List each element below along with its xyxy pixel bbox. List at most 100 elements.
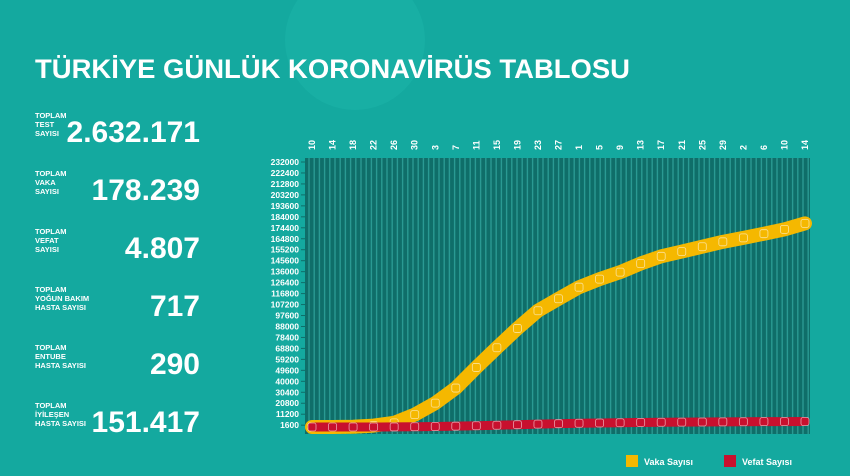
- point: [636, 259, 646, 268]
- legend-label: Vaka Sayısı: [644, 457, 693, 467]
- stat-label: TOPLAM: [35, 343, 67, 352]
- point: [369, 422, 379, 432]
- point: [451, 421, 461, 431]
- stat-label: İYİLEŞEN: [35, 410, 69, 419]
- y-tick-label: 11200: [276, 409, 299, 419]
- x-tick-label: 23: [533, 140, 543, 150]
- x-tick-label: 25: [697, 140, 707, 150]
- x-tick-label: 22: [369, 140, 379, 150]
- stat-label: HASTA SAYISI: [35, 303, 86, 312]
- point: [328, 422, 337, 432]
- point: [615, 418, 625, 428]
- y-tick-label: 20800: [275, 398, 299, 408]
- point: [430, 422, 440, 431]
- stat-label: TOPLAM: [35, 227, 67, 236]
- y-tick-label: 107200: [271, 300, 300, 310]
- legend-swatch: [724, 455, 736, 467]
- point: [471, 363, 481, 372]
- point: [513, 420, 522, 430]
- x-tick-label: 6: [759, 145, 769, 150]
- y-tick-label: 30400: [275, 387, 299, 397]
- point: [492, 343, 502, 353]
- y-tick-label: 193600: [271, 201, 300, 211]
- point: [697, 242, 707, 252]
- point: [615, 267, 625, 277]
- legend-label: Vefat Sayısı: [742, 457, 792, 467]
- y-tick-label: 212800: [271, 179, 300, 189]
- point: [430, 398, 440, 408]
- y-tick-label: 222400: [271, 168, 300, 178]
- point: [677, 247, 687, 257]
- stat-label: ENTUBE: [35, 352, 66, 361]
- point: [533, 419, 543, 429]
- x-tick-label: 11: [471, 140, 481, 150]
- x-tick-label: 27: [554, 140, 564, 150]
- x-tick-label: 10: [307, 140, 317, 150]
- point: [348, 422, 358, 432]
- stat-label: TOPLAM: [35, 285, 67, 294]
- stat-label: YOĞUN BAKIM: [35, 294, 89, 303]
- y-tick-label: 68800: [275, 343, 299, 353]
- point: [636, 418, 646, 427]
- point: [595, 418, 604, 428]
- x-tick-label: 13: [636, 140, 646, 150]
- y-tick-label: 1600: [280, 420, 299, 430]
- y-tick-label: 164800: [271, 234, 300, 244]
- point: [656, 417, 666, 427]
- point: [513, 324, 522, 333]
- x-tick-label: 19: [512, 140, 522, 150]
- stat-label: TOPLAM: [35, 169, 67, 178]
- legend-swatch: [626, 455, 638, 467]
- y-tick-label: 203200: [271, 190, 300, 200]
- y-tick-label: 78400: [275, 332, 299, 342]
- point: [759, 229, 769, 239]
- stat-label: VEFAT: [35, 236, 59, 245]
- y-tick-label: 49600: [275, 365, 299, 375]
- y-tick-label: 116800: [271, 289, 299, 299]
- point: [554, 419, 563, 429]
- point: [574, 282, 584, 292]
- stat-value: 717: [150, 290, 200, 323]
- stat-label: HASTA SAYISI: [35, 419, 86, 428]
- x-tick-label: 2: [738, 145, 748, 150]
- point: [410, 422, 420, 432]
- stat-value: 151.417: [92, 406, 200, 439]
- stat-label: TEST: [35, 120, 55, 129]
- point: [738, 233, 748, 243]
- decoration: [285, 0, 425, 110]
- y-tick-label: 232000: [271, 157, 300, 167]
- point: [533, 306, 543, 316]
- point: [574, 418, 584, 428]
- point: [492, 420, 502, 430]
- x-tick-label: 5: [595, 145, 605, 150]
- plot-stripes: [308, 158, 809, 434]
- y-tick-label: 174400: [271, 223, 300, 233]
- x-tick-label: 10: [779, 140, 789, 150]
- point: [780, 417, 789, 426]
- title: TÜRKİYE GÜNLÜK KORONAVİRÜS TABLOSU: [35, 54, 630, 84]
- y-tick-label: 155200: [271, 245, 300, 255]
- y-tick-label: 136000: [271, 267, 300, 277]
- stat-value: 178.239: [92, 174, 200, 207]
- point: [307, 422, 317, 432]
- stat-label: VAKA: [35, 178, 56, 187]
- point: [656, 251, 666, 261]
- point: [718, 237, 728, 247]
- point: [554, 294, 563, 304]
- y-tick-label: 40000: [275, 376, 299, 386]
- point: [738, 417, 748, 427]
- point: [800, 417, 810, 426]
- x-tick-label: 26: [389, 140, 399, 150]
- point: [697, 417, 707, 427]
- y-tick-label: 145600: [271, 256, 300, 266]
- x-tick-label: 3: [430, 145, 440, 150]
- point: [677, 417, 687, 427]
- stat-label: SAYISI: [35, 129, 59, 138]
- stat-label: TOPLAM: [35, 401, 67, 410]
- x-tick-label: 7: [451, 145, 461, 150]
- point: [718, 417, 728, 427]
- point: [800, 219, 810, 228]
- point: [471, 421, 481, 431]
